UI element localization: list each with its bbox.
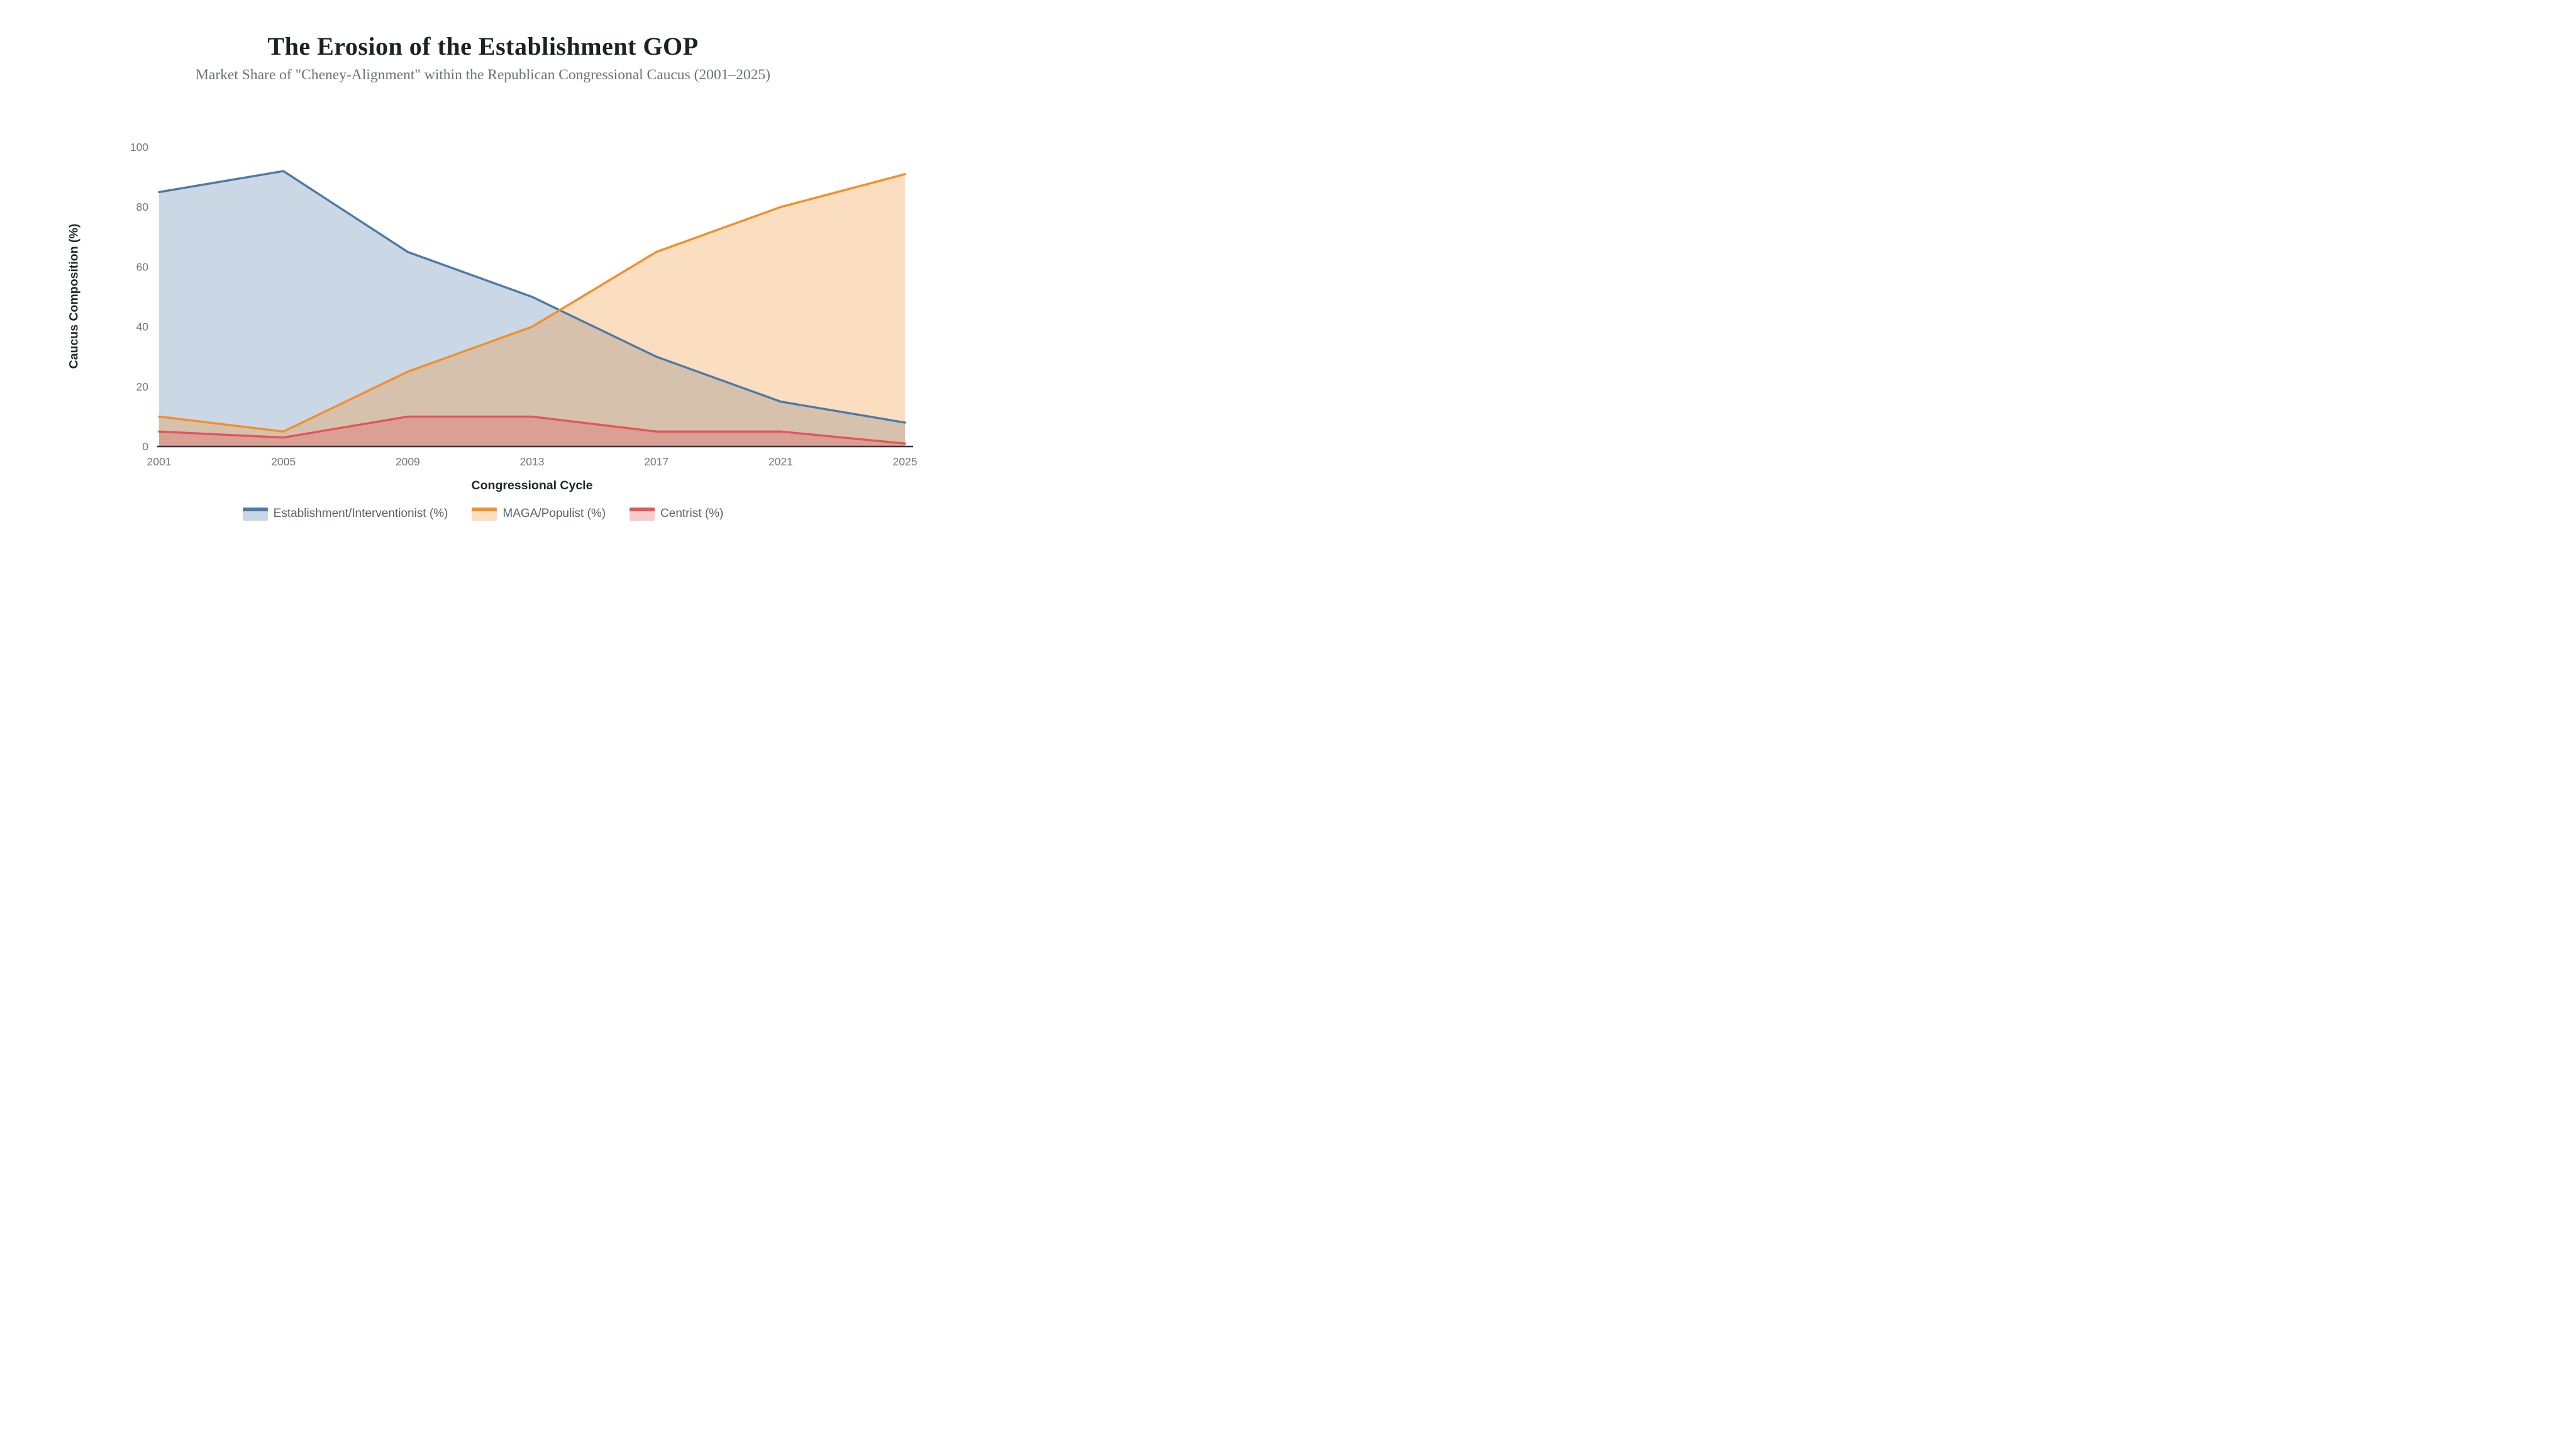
- chart-subtitle: Market Share of "Cheney-Alignment" withi…: [196, 67, 770, 83]
- chart-title: The Erosion of the Establishment GOP: [267, 32, 699, 60]
- series-area-establishment-interventionist: [159, 171, 905, 447]
- x-tick-label: 2001: [147, 455, 172, 468]
- y-tick-label: 100: [130, 141, 148, 153]
- legend-label: Establishment/Interventionist (%): [273, 507, 448, 520]
- series-line-centrist: [158, 415, 906, 445]
- chart-page: The Erosion of the Establishment GOP Mar…: [0, 0, 966, 543]
- series-area-centrist: [159, 416, 905, 447]
- y-tick-label: 60: [136, 260, 149, 273]
- chart-canvas: 0 20 40 60 80 100 2001 2005 2009 2013 2017 2021 2025: [130, 141, 918, 468]
- legend-swatch-maga: [472, 507, 497, 521]
- y-axis-title: Caucus Composition (%): [67, 223, 81, 369]
- x-tick-label: 2021: [769, 455, 793, 468]
- legend-swatch-establishment: [242, 507, 268, 521]
- series-line-establishment-interventionist: [158, 170, 906, 424]
- x-tick-label: 2025: [893, 455, 918, 468]
- x-tick-label: 2009: [396, 455, 420, 468]
- legend-label: Centrist (%): [660, 507, 724, 520]
- legend: Establishment/Interventionist (%) MAGA/P…: [0, 507, 966, 521]
- y-tick-label: 0: [142, 440, 148, 453]
- legend-item-centrist[interactable]: Centrist (%): [630, 507, 723, 521]
- y-tick-label: 40: [136, 321, 149, 333]
- legend-swatch-centrist: [630, 507, 655, 521]
- legend-item-establishment[interactable]: Establishment/Interventionist (%): [242, 507, 448, 521]
- legend-item-maga[interactable]: MAGA/Populist (%): [472, 507, 606, 521]
- x-tick-label: 2017: [644, 455, 669, 468]
- y-tick-label: 20: [136, 380, 149, 393]
- x-tick-label: 2013: [520, 455, 545, 468]
- y-tick-label: 80: [136, 201, 149, 213]
- x-axis-title: Congressional Cycle: [471, 479, 593, 492]
- x-tick-label: 2005: [271, 455, 296, 468]
- legend-label: MAGA/Populist (%): [502, 507, 606, 520]
- series-line-maga-populist: [158, 173, 906, 433]
